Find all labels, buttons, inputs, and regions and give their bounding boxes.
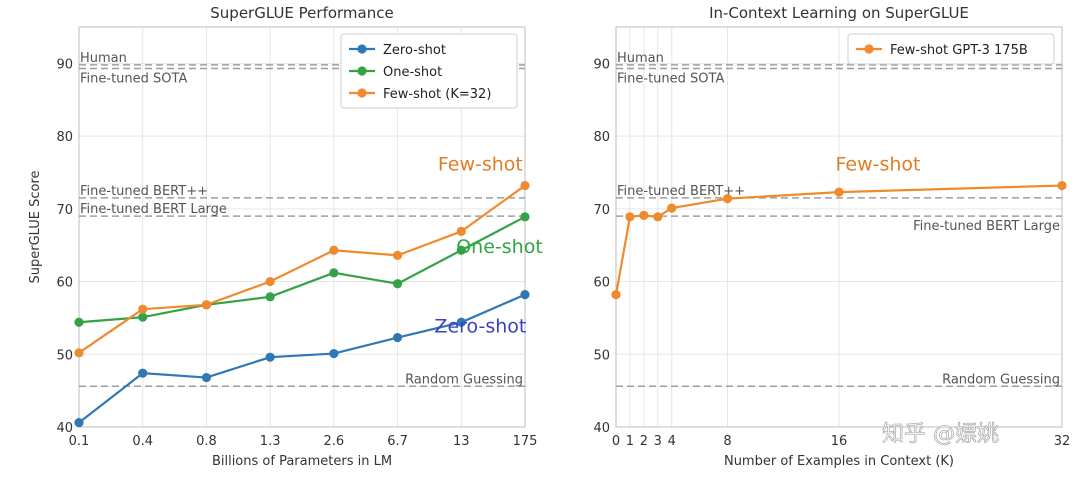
reference-line-label: Fine-tuned BERT++ bbox=[617, 184, 745, 199]
reference-line-label: Fine-tuned BERT++ bbox=[80, 184, 208, 199]
chart-title: SuperGLUE Performance bbox=[210, 4, 393, 22]
data-point bbox=[456, 317, 466, 327]
y-tick-label: 90 bbox=[56, 57, 73, 72]
series-annotation: Zero-shot bbox=[434, 315, 526, 337]
y-tick-label: 50 bbox=[56, 348, 73, 363]
x-axis-label: Billions of Parameters in LM bbox=[212, 454, 392, 469]
data-point bbox=[74, 317, 84, 327]
legend-box bbox=[847, 33, 1055, 65]
legend-swatch-marker bbox=[864, 44, 874, 54]
reference-line-label: Fine-tuned BERT Large bbox=[80, 202, 227, 217]
chart-title: In-Context Learning on SuperGLUE bbox=[709, 4, 969, 22]
x-tick-label: 175 bbox=[513, 434, 538, 449]
legend: Zero-shot One-shot Few-shot (K=32) bbox=[340, 33, 518, 109]
data-point bbox=[265, 352, 275, 362]
x-tick-label: 0 bbox=[612, 434, 620, 449]
data-point bbox=[456, 226, 466, 236]
y-tick-label: 60 bbox=[593, 276, 610, 291]
x-tick-label: 2 bbox=[640, 434, 648, 449]
legend-swatch-marker bbox=[357, 66, 367, 76]
data-point bbox=[138, 304, 148, 314]
series-line bbox=[78, 293, 526, 424]
x-tick-label: 16 bbox=[831, 434, 848, 449]
data-point bbox=[653, 212, 663, 222]
legend-entry: Few-shot (K=32) bbox=[383, 87, 491, 102]
watermark-text: 知乎 @嫖姚 bbox=[882, 422, 999, 447]
legend: Few-shot GPT-3 175B bbox=[847, 33, 1055, 65]
series-line bbox=[78, 184, 526, 354]
reference-line-label: Fine-tuned SOTA bbox=[80, 71, 187, 86]
data-point bbox=[392, 279, 403, 289]
series-annotation: One-shot bbox=[456, 236, 543, 258]
data-point bbox=[834, 187, 844, 197]
data-point bbox=[520, 212, 530, 222]
series-annotation: Few-shot bbox=[438, 153, 523, 175]
x-tick-label: 2.6 bbox=[324, 434, 345, 449]
y-axis-label: SuperGLUE Score bbox=[28, 170, 43, 283]
x-tick-label: 0.8 bbox=[196, 434, 217, 449]
data-point bbox=[722, 194, 733, 204]
data-point bbox=[625, 212, 635, 222]
data-point bbox=[520, 180, 530, 191]
data-point bbox=[329, 245, 339, 255]
y-tick-label: 80 bbox=[56, 130, 73, 145]
y-tick-label: 40 bbox=[56, 421, 73, 436]
x-tick-label: 8 bbox=[723, 434, 731, 449]
data-point bbox=[138, 368, 148, 378]
data-point bbox=[456, 245, 466, 255]
y-tick-label: 80 bbox=[593, 130, 610, 145]
x-tick-label: 13 bbox=[453, 434, 470, 449]
data-point bbox=[201, 300, 212, 310]
reference-line-label: Human bbox=[617, 51, 664, 66]
data-point bbox=[74, 348, 84, 358]
x-tick-label: 0.4 bbox=[132, 434, 153, 449]
legend-entry: One-shot bbox=[383, 65, 442, 80]
legend-entry: Few-shot GPT-3 175B bbox=[890, 43, 1028, 58]
x-axis-label: Number of Examples in Context (K) bbox=[724, 454, 954, 469]
reference-line-label: Random Guessing bbox=[405, 372, 523, 387]
data-point bbox=[639, 210, 649, 220]
y-tick-label: 70 bbox=[56, 203, 73, 218]
data-point bbox=[329, 268, 339, 278]
reference-line-label: Random Guessing bbox=[942, 372, 1060, 387]
legend-box bbox=[340, 33, 518, 109]
x-tick-label: 0.1 bbox=[69, 434, 90, 449]
data-point bbox=[201, 372, 212, 383]
data-point bbox=[74, 418, 84, 428]
series-line bbox=[78, 215, 526, 324]
y-tick-label: 70 bbox=[593, 203, 610, 218]
data-point bbox=[611, 290, 621, 300]
data-point bbox=[392, 332, 403, 343]
x-tick-label: 3 bbox=[654, 434, 662, 449]
data-point bbox=[329, 348, 339, 359]
data-point bbox=[265, 276, 275, 287]
data-point bbox=[1057, 180, 1067, 191]
chart-superglue-performance: SuperGLUE Performance 40 50 60 70 80 90 0.1 0.4 0… bbox=[28, 4, 543, 469]
x-tick-label: 1 bbox=[626, 434, 634, 449]
legend-swatch-marker bbox=[357, 44, 367, 54]
plot-frame bbox=[615, 26, 1063, 428]
x-tick-label: 1.3 bbox=[260, 434, 281, 449]
x-tick-label: 4 bbox=[668, 434, 676, 449]
y-tick-label: 90 bbox=[593, 57, 610, 72]
data-point bbox=[392, 250, 403, 260]
legend-entry: Zero-shot bbox=[383, 43, 446, 58]
data-point bbox=[265, 292, 275, 302]
y-tick-label: 40 bbox=[593, 421, 610, 436]
legend-swatch-marker bbox=[357, 88, 367, 98]
reference-line-label: Human bbox=[80, 51, 127, 66]
reference-line-label: Fine-tuned SOTA bbox=[617, 71, 724, 86]
data-point bbox=[667, 203, 677, 213]
y-tick-label: 50 bbox=[593, 348, 610, 363]
series-annotation: Few-shot bbox=[836, 153, 921, 175]
chart-in-context-learning: In-Context Learning on SuperGLUE40506070… bbox=[593, 4, 1070, 469]
y-tick-label: 60 bbox=[56, 276, 73, 291]
x-tick-label: 6.7 bbox=[387, 434, 408, 449]
plot-frame bbox=[78, 26, 526, 428]
data-point bbox=[138, 312, 148, 322]
data-point bbox=[520, 290, 530, 300]
x-tick-label: 32 bbox=[1054, 434, 1071, 449]
reference-line-label: Fine-tuned BERT Large bbox=[913, 219, 1060, 234]
